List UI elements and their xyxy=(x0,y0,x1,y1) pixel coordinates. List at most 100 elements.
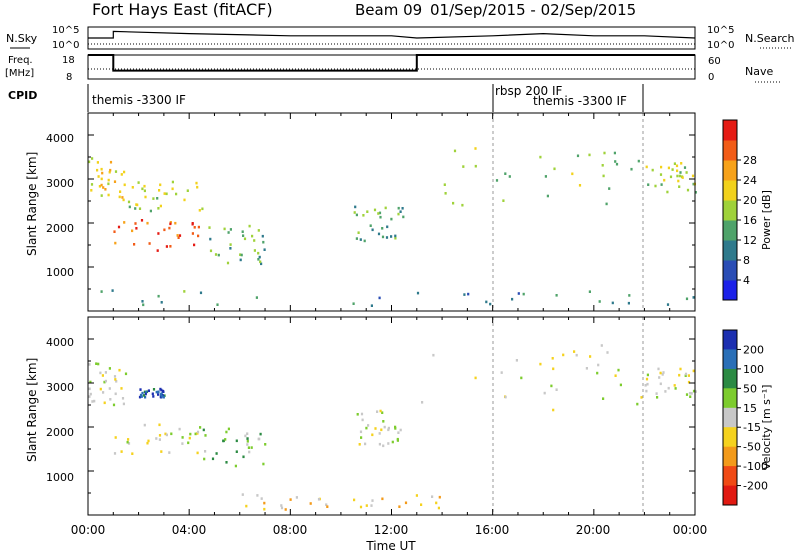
power-cell-2-6 xyxy=(131,186,134,189)
power-cell-3-29 xyxy=(227,231,230,234)
power-colorbar-swatch-4 xyxy=(723,200,737,221)
power-cell-6-28 xyxy=(678,185,681,188)
velocity-cell-6-7 xyxy=(655,392,658,395)
power-cell-7-29 xyxy=(611,301,614,305)
beam-label: Beam 09 xyxy=(355,1,422,19)
power-xtick-marks xyxy=(87,113,696,311)
velocity-cell-0-6 xyxy=(121,397,125,400)
power-colorbar-swatch-7 xyxy=(723,140,737,161)
velocity-cell-5-13 xyxy=(573,350,576,353)
power-colorbar-swatch-2 xyxy=(723,240,737,261)
velocity-cell-2-25 xyxy=(160,388,163,392)
velocity-cell-1-23 xyxy=(164,432,167,436)
power-cell-6-3 xyxy=(660,165,663,169)
power-cell-3-11 xyxy=(229,247,232,250)
velocity-cell-6-3 xyxy=(658,376,661,379)
power-cell-1-14 xyxy=(117,225,121,229)
velocity-cell-0-20 xyxy=(93,399,96,403)
power-cell-3-0 xyxy=(243,237,247,241)
power-cell-1-25 xyxy=(140,219,144,222)
velocity-cell-0-25 xyxy=(99,387,102,391)
power-cell-4-9 xyxy=(381,235,385,239)
power-cell-3-18 xyxy=(261,234,264,238)
velocity-cell-3-23 xyxy=(202,428,205,432)
xtick-label-6: 00:00 xyxy=(673,523,708,537)
velocity-cell-5-11 xyxy=(551,357,554,360)
power-cell-3-9 xyxy=(229,228,232,231)
velocity-cell-7-3 xyxy=(353,498,356,502)
power-cell-0-21 xyxy=(96,161,99,164)
velocity-cell-6-16 xyxy=(646,373,649,377)
velocity-echo-cells xyxy=(88,344,697,511)
velocity-cell-5-19 xyxy=(552,367,555,371)
power-cell-3-26 xyxy=(217,253,220,257)
power-cell-4-5 xyxy=(401,207,404,210)
power-cell-3-25 xyxy=(240,253,243,257)
velocity-cell-1-4 xyxy=(158,434,162,437)
xtick-label-4: 16:00 xyxy=(475,523,510,537)
power-cell-5-21 xyxy=(495,179,499,182)
velocity-cell-6-29 xyxy=(659,371,662,375)
power-cell-1-18 xyxy=(191,222,194,226)
power-cell-4-7 xyxy=(397,206,400,210)
power-cell-3-24 xyxy=(239,258,242,262)
velocity-cell-2-12 xyxy=(145,390,148,394)
velocity-cell-4-7 xyxy=(381,411,384,414)
power-cell-2-9 xyxy=(171,187,174,191)
power-cell-4-16 xyxy=(394,234,397,238)
velocity-cell-5-27 xyxy=(539,362,542,366)
power-cell-0-10 xyxy=(102,186,105,189)
power-plot-bg xyxy=(88,113,695,311)
velocity-cell-0-24 xyxy=(114,392,117,396)
power-cell-4-23 xyxy=(355,213,358,217)
velocity-cell-3-29 xyxy=(235,450,238,453)
velocity-colorbar-swatch-0 xyxy=(723,330,737,350)
velocity-cell-4-19 xyxy=(360,436,363,439)
power-cell-7-12 xyxy=(511,297,514,301)
x-axis: 00:00 04:00 08:00 12:00 16:00 20:00 00:0… xyxy=(71,523,708,553)
power-cell-5-19 xyxy=(443,183,446,186)
velocity-cell-7-12 xyxy=(415,494,418,497)
power-cell-6-6 xyxy=(685,171,688,174)
velocity-cell-1-14 xyxy=(114,436,117,439)
power-cell-3-2 xyxy=(229,243,232,246)
velocity-cell-7-28 xyxy=(359,505,363,509)
power-colorbar-swatch-0 xyxy=(723,280,737,301)
power-cell-3-6 xyxy=(214,253,218,256)
power-cell-3-22 xyxy=(262,240,265,244)
power-cell-0-23 xyxy=(107,178,110,182)
velocity-cell-1-15 xyxy=(158,438,161,441)
velocity-cell-4-2 xyxy=(387,442,390,445)
power-cell-3-10 xyxy=(257,251,260,255)
power-cell-6-20 xyxy=(660,183,663,186)
power-ytick-4000: 4000 xyxy=(46,132,74,145)
power-cell-5-11 xyxy=(544,175,547,178)
power-cell-1-28 xyxy=(157,232,160,235)
xaxis-label: Time UT xyxy=(365,539,416,553)
velocity-colorbar-swatch-4 xyxy=(723,407,737,428)
velocity-cell-3-10 xyxy=(203,457,206,461)
velocity-cell-2-19 xyxy=(142,394,146,397)
velocity-cell-6-14 xyxy=(684,374,687,377)
power-colorbar-swatch-8 xyxy=(723,120,737,141)
velocity-cell-1-19 xyxy=(189,432,192,436)
cpid-panel: CPID themis -3300 IF rbsp 200 IF themis … xyxy=(8,84,644,112)
power-cell-0-19 xyxy=(98,185,101,188)
power-cell-0-2 xyxy=(100,167,103,171)
power-cell-2-15 xyxy=(158,189,161,192)
velocity-cell-5-12 xyxy=(550,384,553,388)
power-cell-4-24 xyxy=(373,208,377,212)
velocity-cell-3-26 xyxy=(222,439,225,443)
velocity-cell-2-17 xyxy=(144,392,147,396)
power-cell-3-19 xyxy=(209,237,212,241)
power-cell-5-25 xyxy=(608,187,611,190)
velocity-cell-6-0 xyxy=(688,391,692,395)
power-cell-6-18 xyxy=(683,166,687,169)
velocity-cell-5-21 xyxy=(500,371,503,374)
power-cell-6-27 xyxy=(686,188,690,192)
power-cell-1-4 xyxy=(114,241,117,245)
velocity-ytick-2000: 2000 xyxy=(46,426,74,439)
power-cell-5-6 xyxy=(602,174,605,178)
velocity-cell-2-18 xyxy=(159,393,162,396)
velocity-cell-6-11 xyxy=(644,384,647,387)
